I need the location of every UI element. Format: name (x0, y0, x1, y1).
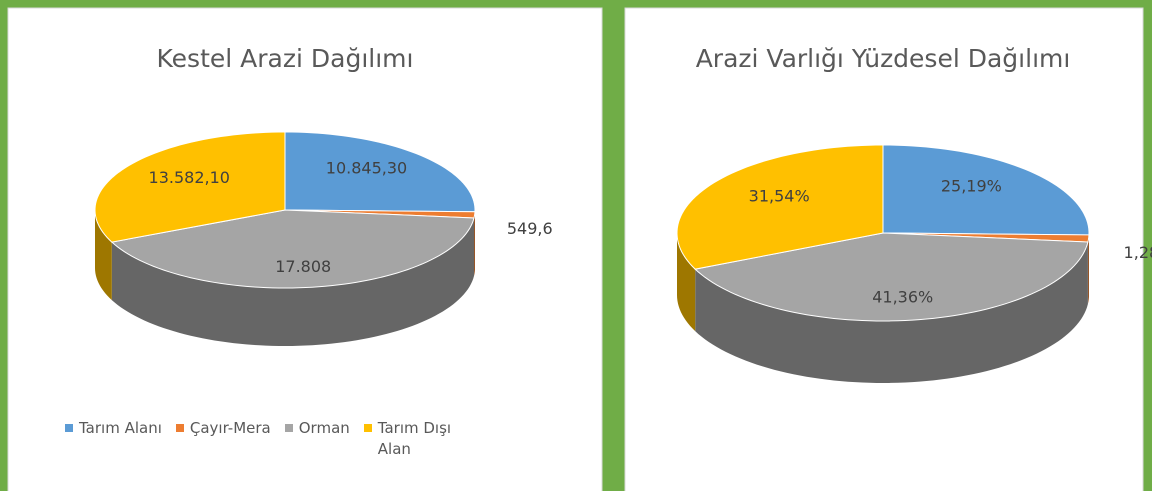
legend: Tarım Alanı Çayır-Mera Orman Tarım Dışı Ala… (65, 418, 473, 460)
legend-label: Tarım Dışı Alan (377, 419, 452, 458)
legend-item: Orman (284, 418, 350, 439)
slice-side (1087, 234, 1089, 305)
slice-side (474, 211, 475, 276)
slice (882, 144, 1090, 236)
slice (676, 144, 884, 270)
data-label: 25,19% (941, 176, 1002, 195)
data-label: 1,28% (1124, 243, 1152, 262)
data-label: 549,6 (507, 219, 553, 238)
legend-label: Çayır-Mera (189, 419, 271, 437)
slice (94, 131, 286, 243)
chart-title: Arazi Varlığı Yüzdesel Dağılımı (696, 44, 1071, 73)
slice-side (695, 242, 1088, 383)
slice (694, 232, 1089, 322)
chart-title: Kestel Arazi Dağılımı (157, 44, 414, 73)
slice-side (95, 210, 112, 301)
legend-swatch (65, 424, 73, 432)
slice-side (111, 217, 475, 346)
legend-item: Çayır-Mera (175, 418, 271, 439)
data-label: 13.582,10 (149, 168, 230, 187)
slice (110, 209, 475, 289)
data-label: 41,36% (872, 288, 933, 307)
legend-swatch (284, 424, 293, 432)
legend-item: Tarım Alanı (65, 418, 162, 439)
legend-swatch (175, 424, 184, 432)
slice-side (677, 233, 696, 332)
legend-label: Tarım Alanı (79, 419, 162, 437)
data-label: 10.845,30 (326, 159, 407, 178)
data-label: 17.808 (275, 257, 331, 276)
legend-label: Orman (298, 419, 350, 437)
slice (284, 131, 476, 213)
legend-item: Tarım Dışı Alan (363, 418, 473, 460)
legend-swatch (363, 424, 372, 432)
data-label: 31,54% (749, 187, 810, 206)
